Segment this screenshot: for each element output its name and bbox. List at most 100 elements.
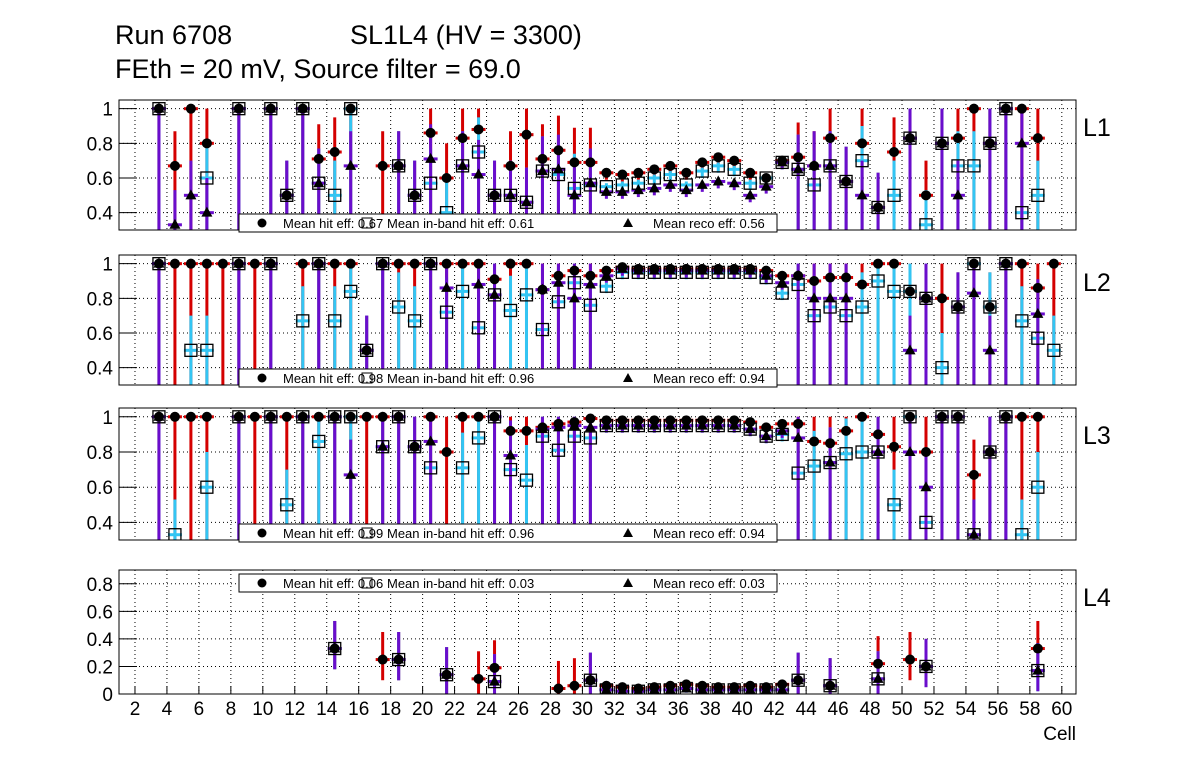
subtitle-label: FEth = 20 mV, Source filter = 69.0	[115, 54, 521, 84]
reco-marker	[473, 168, 485, 179]
reco-marker	[984, 446, 996, 456]
reco-marker	[728, 264, 740, 275]
reco-marker	[904, 344, 916, 355]
inband-marker	[280, 498, 294, 512]
legend-inband-marker	[361, 527, 373, 539]
hit-marker	[393, 258, 404, 269]
reco-marker	[616, 185, 628, 196]
x-tick-label: 58	[1019, 699, 1040, 720]
reco-marker	[712, 264, 724, 275]
y-tick-label: 0.4	[87, 630, 114, 651]
hit-marker	[920, 447, 931, 457]
hit-marker	[585, 157, 596, 168]
reco-marker	[393, 159, 405, 170]
reco-marker	[632, 264, 644, 275]
hit-marker	[585, 413, 596, 424]
hit-marker	[809, 276, 820, 286]
inband-marker	[583, 431, 598, 445]
reco-marker	[441, 281, 453, 292]
hit-marker	[185, 258, 196, 269]
hit-marker	[249, 258, 260, 269]
reco-marker	[489, 288, 501, 299]
inband-marker	[903, 284, 917, 299]
x-tick-label: 40	[732, 699, 753, 720]
hit-marker	[473, 673, 484, 684]
hit-marker	[1048, 258, 1059, 269]
x-tick-label: 56	[987, 699, 1008, 720]
hit-marker	[505, 425, 516, 436]
reco-marker	[936, 137, 948, 148]
x-tick-label: 6	[194, 699, 205, 720]
reco-marker	[952, 410, 964, 421]
hit-marker	[984, 302, 995, 312]
reco-marker	[696, 419, 708, 430]
reco-marker	[712, 683, 724, 694]
inband-marker	[855, 154, 869, 168]
inband-marker	[391, 300, 406, 314]
reco-marker	[441, 668, 453, 679]
panel-l1: 0.4 0.6 0.8 1 L1 Mean hit eff: 0.67 Mean in-ba…	[87, 99, 1111, 233]
reco-marker	[776, 424, 788, 435]
x-tick-label: 30	[572, 699, 593, 720]
reco-marker	[680, 682, 692, 693]
reco-marker	[744, 264, 756, 275]
legend-hit-marker	[257, 218, 267, 228]
inband-marker	[328, 188, 342, 202]
reco-marker	[377, 257, 389, 268]
legend-box	[238, 573, 778, 593]
inband-marker	[919, 515, 933, 530]
legend-entry: Mean reco eff: 0.94	[653, 526, 765, 541]
reco-marker	[696, 264, 708, 275]
hit-marker	[968, 103, 979, 114]
y-tick-label: 0.4	[87, 513, 114, 534]
reco-marker	[632, 419, 644, 430]
legend-entry: Mean in-band hit eff: 0.61	[387, 216, 534, 231]
hit-marker	[968, 258, 979, 269]
inband-marker	[535, 322, 550, 337]
x-axis-label: Cell	[1043, 724, 1076, 745]
panel-label: L1	[1083, 114, 1111, 142]
reco-marker	[153, 410, 165, 421]
hit-marker	[473, 258, 484, 269]
inband-marker	[200, 171, 214, 185]
reco-marker	[425, 257, 437, 268]
reco-marker	[1032, 307, 1044, 318]
reco-marker	[872, 446, 884, 456]
run-label: Run 6708	[115, 20, 232, 50]
y-tick-label: 0.6	[87, 324, 113, 345]
legend-entry: Mean in-band hit eff: 0.96	[387, 526, 534, 541]
reco-marker	[568, 189, 580, 200]
legend-reco-marker	[623, 578, 633, 587]
hit-marker	[825, 438, 836, 449]
inband-marker	[951, 159, 965, 173]
panel-label: L4	[1083, 584, 1111, 612]
reco-marker	[696, 178, 708, 189]
inband-marker	[168, 528, 182, 540]
reco-marker	[520, 196, 532, 207]
x-tick-label: 8	[226, 699, 237, 720]
reco-marker	[648, 182, 660, 193]
inband-marker	[583, 298, 598, 312]
hit-marker	[681, 167, 692, 178]
reco-marker	[153, 257, 165, 268]
hit-marker	[585, 270, 596, 281]
inband-marker	[903, 410, 917, 424]
hit-marker	[649, 164, 660, 175]
legend-inband-marker	[361, 577, 373, 589]
hit-marker	[441, 447, 452, 457]
x-tick-label: 50	[891, 699, 912, 720]
reco-marker	[584, 674, 596, 685]
inband-marker	[312, 434, 326, 449]
reco-marker	[664, 178, 676, 189]
reco-marker	[185, 189, 197, 200]
hit-marker	[489, 662, 500, 673]
hit-marker	[201, 411, 212, 422]
reco-marker	[808, 159, 820, 170]
reco-marker	[329, 410, 341, 421]
hit-marker	[329, 258, 340, 269]
x-tick-label: 52	[923, 699, 944, 720]
hit-marker	[329, 147, 340, 157]
reco-marker	[952, 189, 964, 200]
inband-marker	[855, 300, 869, 314]
reco-marker	[1032, 664, 1044, 675]
